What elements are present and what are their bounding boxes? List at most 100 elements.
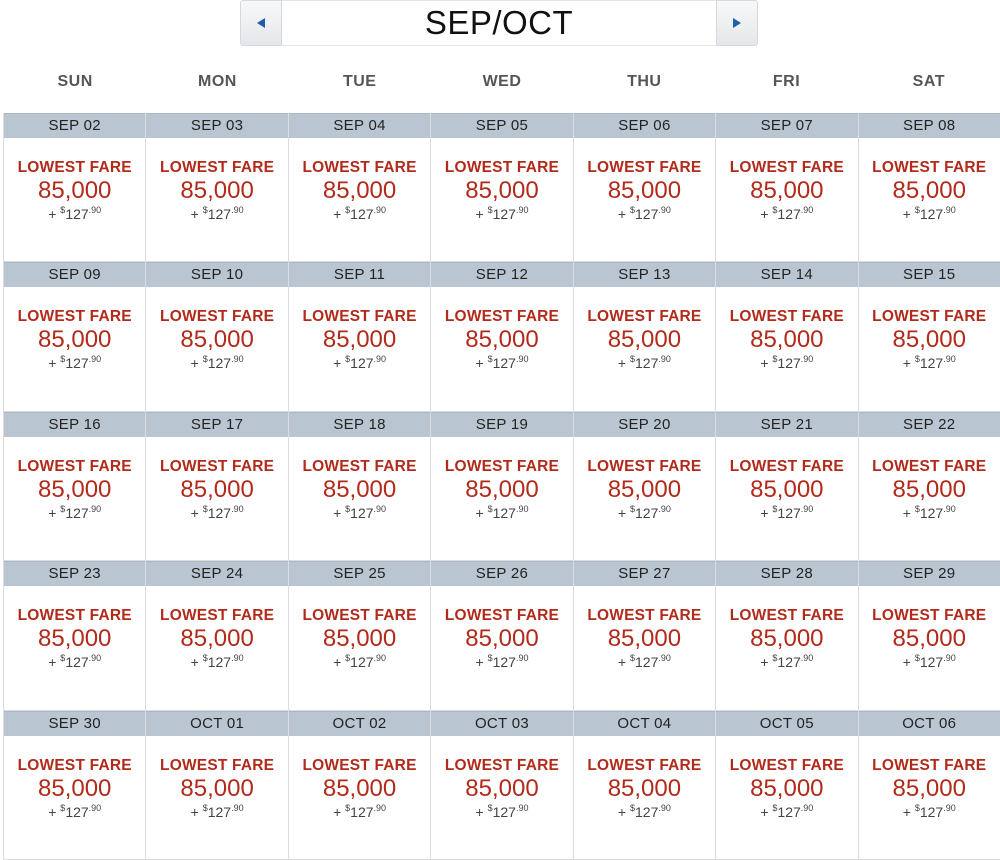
day-cell[interactable]: SEP 14 LOWEST FARE 85,000 + $127.90 <box>715 262 858 412</box>
day-date: OCT 02 <box>288 710 431 736</box>
fare-miles: 85,000 <box>38 177 112 204</box>
fare-label: LOWEST FARE <box>729 159 844 176</box>
tax-amount: 127 <box>777 504 801 521</box>
tax-amount: 127 <box>492 206 516 222</box>
tax-cents: .90 <box>943 354 956 365</box>
currency-symbol: $ <box>60 354 66 365</box>
day-cell[interactable]: SEP 02 LOWEST FARE 85,000 + $127.90 <box>3 113 146 263</box>
tax-amount: 127 <box>207 803 232 820</box>
day-cell[interactable]: SEP 03 LOWEST FARE 85,000 + $127.90 <box>145 113 288 263</box>
currency-symbol: $ <box>914 354 920 365</box>
fare-miles: 85,000 <box>750 177 824 204</box>
tax-cents: .90 <box>658 653 671 664</box>
tax-cents: .90 <box>231 354 244 365</box>
weekday-tue: TUE <box>342 73 377 90</box>
day-date: OCT 03 <box>431 710 573 736</box>
day-cell[interactable]: SEP 08 LOWEST FARE 85,000 + $127.90 <box>857 113 1000 263</box>
currency-symbol: $ <box>772 653 778 664</box>
day-cell[interactable]: SEP 18 LOWEST FARE 85,000 + $127.90 <box>287 411 431 562</box>
day-cell[interactable]: SEP 21 LOWEST FARE 85,000 + $127.90 <box>715 411 858 562</box>
tax-cents: .90 <box>800 205 814 215</box>
plus-sign: + <box>48 654 57 671</box>
plus-sign: + <box>617 206 627 222</box>
day-cell[interactable]: SEP 24 LOWEST FARE 85,000 + $127.90 <box>145 561 288 711</box>
fare-label: LOWEST FARE <box>729 457 844 475</box>
previous-month-button[interactable] <box>240 0 282 46</box>
weekday-thu: THU <box>627 73 662 90</box>
plus-sign: + <box>333 654 342 671</box>
day-cell[interactable]: SEP 10 LOWEST FARE 85,000 + $127.90 <box>145 262 288 412</box>
weekday-sat: SAT <box>912 73 945 90</box>
fare-label: LOWEST FARE <box>302 457 417 475</box>
next-month-button[interactable] <box>716 0 758 46</box>
day-date: SEP 02 <box>4 113 146 138</box>
day-cell[interactable]: SEP 23 LOWEST FARE 85,000 + $127.90 <box>3 561 146 711</box>
tax-amount: 127 <box>919 504 944 521</box>
day-cell[interactable]: SEP 05 LOWEST FARE 85,000 + $127.90 <box>430 113 573 263</box>
fare-label: LOWEST FARE <box>729 308 844 326</box>
day-cell[interactable]: SEP 17 LOWEST FARE 85,000 + $127.90 <box>145 411 288 562</box>
day-cell[interactable]: SEP 29 LOWEST FARE 85,000 + $127.90 <box>857 561 1000 711</box>
fare-label: LOWEST FARE <box>729 756 844 774</box>
day-date: SEP 14 <box>716 262 858 288</box>
triangle-right-icon <box>733 18 741 28</box>
fare-taxes: + $127.90 <box>859 501 1000 521</box>
day-cell[interactable]: SEP 04 LOWEST FARE 85,000 + $127.90 <box>287 113 431 263</box>
day-cell[interactable]: SEP 27 LOWEST FARE 85,000 + $127.90 <box>572 561 716 711</box>
day-cell[interactable]: SEP 09 LOWEST FARE 85,000 + $127.90 <box>3 262 146 412</box>
day-cell[interactable]: SEP 11 LOWEST FARE 85,000 + $127.90 <box>287 262 431 412</box>
day-cell[interactable]: SEP 28 LOWEST FARE 85,000 + $127.90 <box>715 561 858 711</box>
weekday-fri: FRI <box>772 73 801 90</box>
day-cell[interactable]: SEP 06 LOWEST FARE 85,000 + $127.90 <box>572 113 716 263</box>
fare-miles: 85,000 <box>750 625 824 653</box>
fare-taxes: + $127.90 <box>146 351 287 371</box>
currency-symbol: $ <box>487 205 493 215</box>
plus-sign: + <box>48 355 57 372</box>
fare-label: LOWEST FARE <box>444 159 560 176</box>
tax-cents: .90 <box>231 802 244 813</box>
day-cell[interactable]: OCT 05 LOWEST FARE 85,000 + $127.90 <box>715 710 858 860</box>
day-cell[interactable]: OCT 03 LOWEST FARE 85,000 + $127.90 <box>430 710 573 860</box>
fare-miles: 85,000 <box>322 177 397 204</box>
day-cell[interactable]: SEP 19 LOWEST FARE 85,000 + $127.90 <box>430 411 573 562</box>
day-cell[interactable]: SEP 07 LOWEST FARE 85,000 + $127.90 <box>715 113 858 263</box>
tax-cents: .90 <box>943 503 956 514</box>
day-date: SEP 19 <box>431 411 573 437</box>
day-cell[interactable]: SEP 12 LOWEST FARE 85,000 + $127.90 <box>430 262 573 412</box>
day-cell[interactable]: OCT 01 LOWEST FARE 85,000 + $127.90 <box>145 710 288 860</box>
day-cell[interactable]: SEP 22 LOWEST FARE 85,000 + $127.90 <box>857 411 1000 562</box>
day-cell[interactable]: SEP 30 LOWEST FARE 85,000 + $127.90 <box>3 710 146 860</box>
day-cell[interactable]: SEP 16 LOWEST FARE 85,000 + $127.90 <box>3 411 146 562</box>
fare-miles: 85,000 <box>607 625 682 653</box>
tax-cents: .90 <box>515 205 529 215</box>
fare-miles: 85,000 <box>322 625 397 653</box>
day-cell[interactable]: SEP 26 LOWEST FARE 85,000 + $127.90 <box>430 561 573 711</box>
fare-taxes: + $127.90 <box>574 650 715 670</box>
fare-taxes: + $127.90 <box>289 800 430 820</box>
weekday-sun: SUN <box>57 73 93 90</box>
day-cell[interactable]: SEP 25 LOWEST FARE 85,000 + $127.90 <box>287 561 431 711</box>
tax-amount: 127 <box>777 206 801 222</box>
fare-miles: 85,000 <box>465 177 539 204</box>
day-date: SEP 05 <box>431 113 573 138</box>
day-cell[interactable]: SEP 20 LOWEST FARE 85,000 + $127.90 <box>572 411 716 562</box>
day-cell[interactable]: OCT 04 LOWEST FARE 85,000 + $127.90 <box>572 710 716 860</box>
fare-taxes: + $127.90 <box>574 202 715 222</box>
plus-sign: + <box>190 355 199 372</box>
day-cell[interactable]: SEP 15 LOWEST FARE 85,000 + $127.90 <box>857 262 1000 412</box>
fare-miles: 85,000 <box>38 774 112 802</box>
fare-taxes: + $127.90 <box>146 202 287 222</box>
tax-amount: 127 <box>350 206 374 222</box>
day-cell[interactable]: OCT 02 LOWEST FARE 85,000 + $127.90 <box>287 710 431 860</box>
day-cell[interactable]: OCT 06 LOWEST FARE 85,000 + $127.90 <box>857 710 1000 860</box>
fare-miles: 85,000 <box>892 475 966 503</box>
day-cell[interactable]: SEP 13 LOWEST FARE 85,000 + $127.90 <box>572 262 716 412</box>
tax-cents: .90 <box>373 653 387 664</box>
fare-miles: 85,000 <box>180 625 254 653</box>
tax-amount: 127 <box>65 206 89 222</box>
fare-miles: 85,000 <box>465 326 539 354</box>
weekday-wed: WED <box>482 73 522 90</box>
fare-miles: 85,000 <box>180 326 254 354</box>
fare-taxes: + $127.90 <box>431 351 572 371</box>
currency-symbol: $ <box>60 653 66 664</box>
